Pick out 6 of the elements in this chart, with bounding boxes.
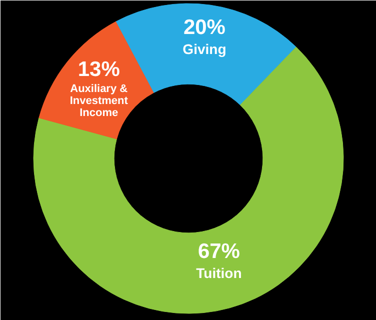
slice-label: Giving — [182, 40, 226, 57]
slice-label: Auxiliary & Investment Income — [70, 82, 128, 119]
data-label: 67% — [198, 240, 240, 264]
data-label: 20% — [183, 16, 226, 39]
data-label: 13% — [78, 58, 120, 81]
slice-label: Tuition — [196, 265, 242, 282]
